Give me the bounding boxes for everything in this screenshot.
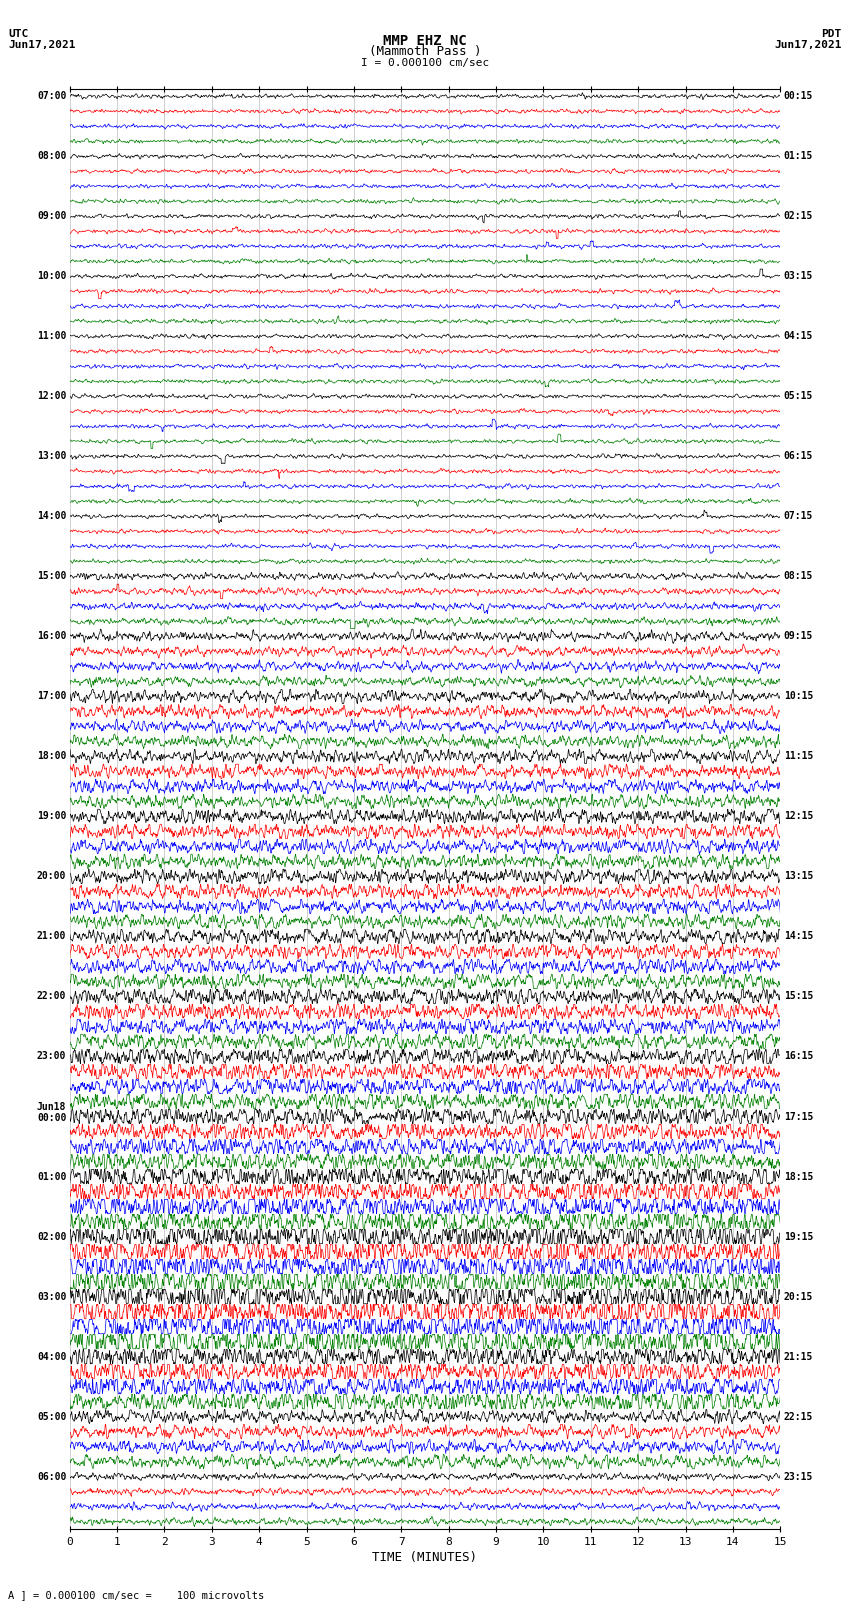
Text: 05:00: 05:00 bbox=[37, 1411, 66, 1421]
Text: 04:00: 04:00 bbox=[37, 1352, 66, 1361]
Text: MMP EHZ NC: MMP EHZ NC bbox=[383, 34, 467, 48]
Text: Jun18: Jun18 bbox=[37, 1102, 66, 1111]
Text: 01:00: 01:00 bbox=[37, 1171, 66, 1182]
Text: 09:15: 09:15 bbox=[784, 631, 813, 642]
Text: 13:00: 13:00 bbox=[37, 452, 66, 461]
Text: 07:00: 07:00 bbox=[37, 92, 66, 102]
Text: 07:15: 07:15 bbox=[784, 511, 813, 521]
Text: 03:15: 03:15 bbox=[784, 271, 813, 281]
X-axis label: TIME (MINUTES): TIME (MINUTES) bbox=[372, 1552, 478, 1565]
Text: 17:15: 17:15 bbox=[784, 1111, 813, 1121]
Text: 18:00: 18:00 bbox=[37, 752, 66, 761]
Text: 20:15: 20:15 bbox=[784, 1292, 813, 1302]
Text: 23:00: 23:00 bbox=[37, 1052, 66, 1061]
Text: A ] = 0.000100 cm/sec =    100 microvolts: A ] = 0.000100 cm/sec = 100 microvolts bbox=[8, 1590, 264, 1600]
Text: 00:15: 00:15 bbox=[784, 92, 813, 102]
Text: 21:00: 21:00 bbox=[37, 931, 66, 942]
Text: 16:00: 16:00 bbox=[37, 631, 66, 642]
Text: 12:15: 12:15 bbox=[784, 811, 813, 821]
Text: 14:15: 14:15 bbox=[784, 931, 813, 942]
Text: 22:15: 22:15 bbox=[784, 1411, 813, 1421]
Text: 08:00: 08:00 bbox=[37, 152, 66, 161]
Text: 00:00: 00:00 bbox=[37, 1113, 66, 1123]
Text: 08:15: 08:15 bbox=[784, 571, 813, 581]
Text: 06:15: 06:15 bbox=[784, 452, 813, 461]
Text: 11:15: 11:15 bbox=[784, 752, 813, 761]
Text: UTC: UTC bbox=[8, 29, 29, 39]
Text: 11:00: 11:00 bbox=[37, 331, 66, 342]
Text: 20:00: 20:00 bbox=[37, 871, 66, 881]
Text: 14:00: 14:00 bbox=[37, 511, 66, 521]
Text: 19:15: 19:15 bbox=[784, 1232, 813, 1242]
Text: PDT: PDT bbox=[821, 29, 842, 39]
Text: Jun17,2021: Jun17,2021 bbox=[8, 40, 76, 50]
Text: 17:00: 17:00 bbox=[37, 692, 66, 702]
Text: 19:00: 19:00 bbox=[37, 811, 66, 821]
Text: 15:00: 15:00 bbox=[37, 571, 66, 581]
Text: 02:15: 02:15 bbox=[784, 211, 813, 221]
Text: 15:15: 15:15 bbox=[784, 992, 813, 1002]
Text: 02:00: 02:00 bbox=[37, 1232, 66, 1242]
Text: 04:15: 04:15 bbox=[784, 331, 813, 342]
Text: 12:00: 12:00 bbox=[37, 392, 66, 402]
Text: 10:00: 10:00 bbox=[37, 271, 66, 281]
Text: 16:15: 16:15 bbox=[784, 1052, 813, 1061]
Text: (Mammoth Pass ): (Mammoth Pass ) bbox=[369, 45, 481, 58]
Text: 23:15: 23:15 bbox=[784, 1471, 813, 1482]
Text: 09:00: 09:00 bbox=[37, 211, 66, 221]
Text: 03:00: 03:00 bbox=[37, 1292, 66, 1302]
Text: 21:15: 21:15 bbox=[784, 1352, 813, 1361]
Text: 01:15: 01:15 bbox=[784, 152, 813, 161]
Text: 18:15: 18:15 bbox=[784, 1171, 813, 1182]
Text: Jun17,2021: Jun17,2021 bbox=[774, 40, 842, 50]
Text: 10:15: 10:15 bbox=[784, 692, 813, 702]
Text: I = 0.000100 cm/sec: I = 0.000100 cm/sec bbox=[361, 58, 489, 68]
Text: 05:15: 05:15 bbox=[784, 392, 813, 402]
Text: 13:15: 13:15 bbox=[784, 871, 813, 881]
Text: 06:00: 06:00 bbox=[37, 1471, 66, 1482]
Text: 22:00: 22:00 bbox=[37, 992, 66, 1002]
